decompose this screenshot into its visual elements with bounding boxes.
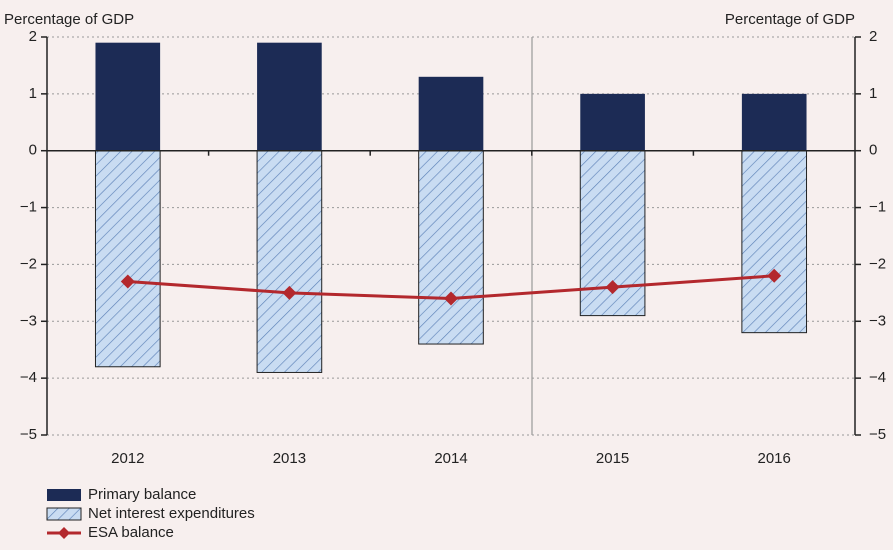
marker bbox=[605, 280, 620, 295]
legend-label: Net interest expenditures bbox=[88, 505, 255, 522]
y-axis-label: Percentage of GDP bbox=[4, 11, 134, 28]
bar bbox=[418, 150, 484, 345]
bar bbox=[94, 150, 161, 368]
bar bbox=[741, 93, 807, 151]
y2-tick-label: 1 bbox=[869, 85, 877, 102]
y-tick-label: −1 bbox=[20, 199, 37, 216]
y2-tick-label: −5 bbox=[869, 426, 886, 443]
x-tick-label: 2012 bbox=[111, 450, 144, 467]
bar bbox=[256, 150, 323, 373]
legend-swatch bbox=[58, 527, 70, 539]
x-tick-label: 2013 bbox=[273, 450, 306, 467]
legend-swatch bbox=[47, 489, 81, 501]
marker bbox=[444, 291, 458, 306]
bar bbox=[95, 42, 161, 151]
y2-tick-label: 2 bbox=[869, 28, 877, 45]
y2-tick-label: −4 bbox=[869, 369, 886, 386]
x-tick-label: 2015 bbox=[596, 450, 629, 467]
bar bbox=[580, 93, 645, 151]
legend-swatch bbox=[46, 507, 82, 521]
y-tick-label: −2 bbox=[20, 255, 37, 272]
y-tick-label: 0 bbox=[29, 142, 37, 159]
y2-axis-label: Percentage of GDP bbox=[725, 11, 855, 28]
y-tick-label: 2 bbox=[29, 28, 37, 45]
x-tick-label: 2014 bbox=[434, 450, 467, 467]
legend-label: ESA balance bbox=[88, 524, 174, 541]
y2-tick-label: 0 bbox=[869, 142, 877, 159]
y2-tick-label: −2 bbox=[869, 255, 886, 272]
bar bbox=[418, 76, 484, 151]
x-tick-label: 2016 bbox=[758, 450, 791, 467]
y2-tick-label: −1 bbox=[869, 199, 886, 216]
marker bbox=[120, 274, 135, 289]
marker bbox=[282, 285, 297, 300]
bar bbox=[257, 42, 322, 151]
y-tick-label: −5 bbox=[20, 426, 37, 443]
y-tick-label: −4 bbox=[20, 369, 37, 386]
legend-label: Primary balance bbox=[88, 486, 196, 503]
bar bbox=[741, 150, 808, 334]
y-tick-label: 1 bbox=[29, 85, 37, 102]
y-tick-label: −3 bbox=[20, 312, 37, 329]
y2-tick-label: −3 bbox=[869, 312, 886, 329]
marker bbox=[767, 268, 782, 283]
